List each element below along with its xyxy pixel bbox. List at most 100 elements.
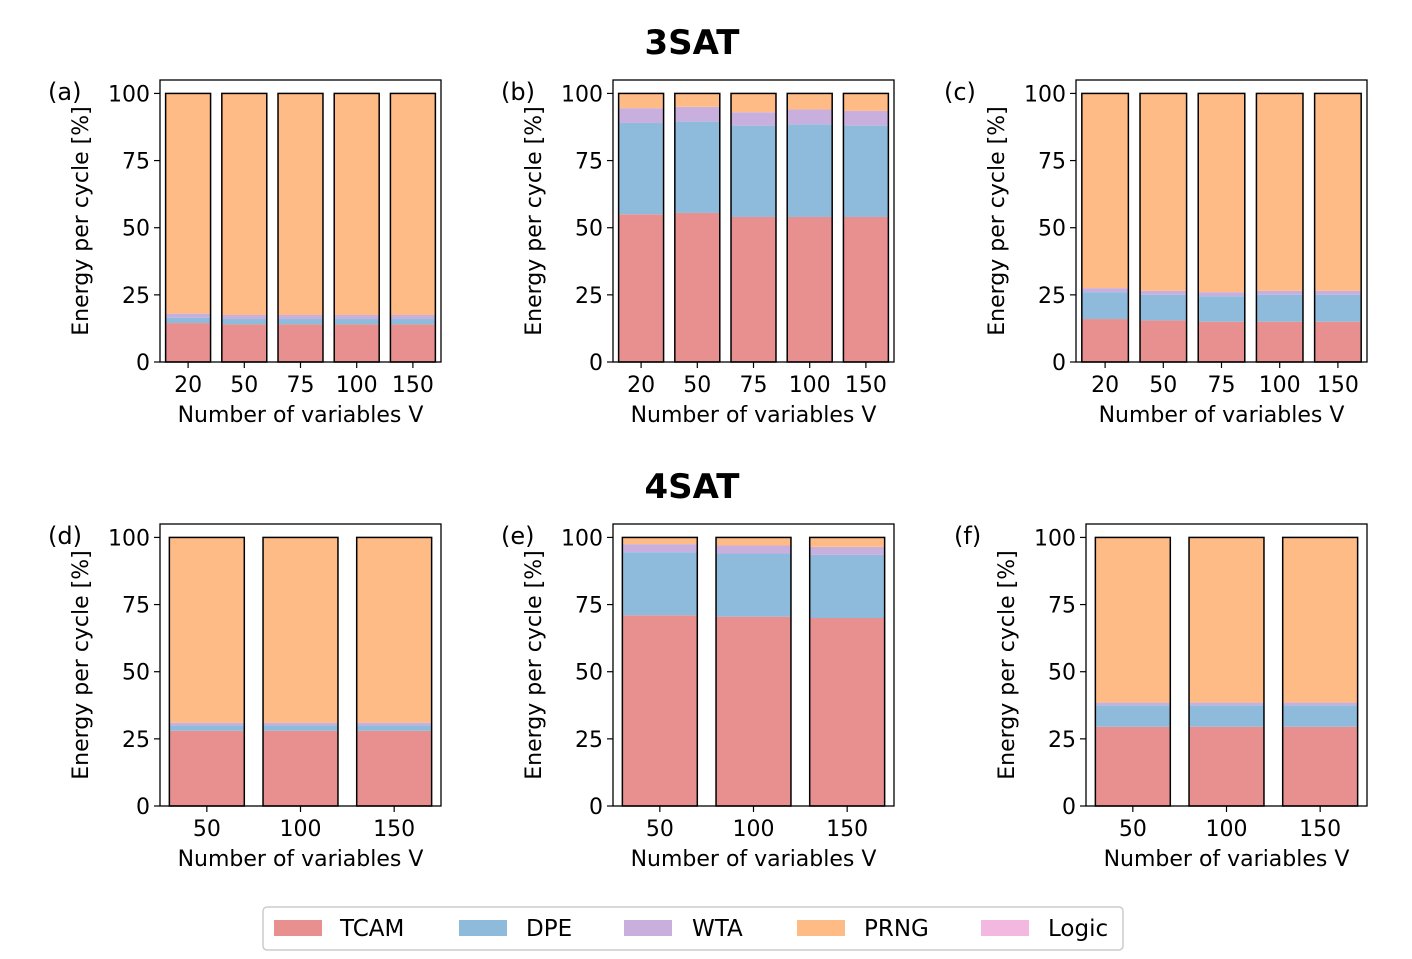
bar-segment-wta bbox=[1189, 702, 1264, 706]
bar-segment-dpe bbox=[221, 319, 267, 325]
y-tick-label: 0 bbox=[589, 351, 603, 376]
bar-segment-tcam bbox=[716, 616, 791, 806]
axes-frame bbox=[612, 523, 895, 807]
chart-panel-e: 50 100 150 0 25 50 75 100 Number of variables V E… bbox=[501, 522, 895, 872]
y-tick-label: 25 bbox=[575, 284, 603, 309]
bar-segment-wta bbox=[731, 112, 776, 126]
bar-segment-prng bbox=[731, 93, 776, 113]
axes-frame bbox=[1075, 79, 1368, 363]
bar-segment-dpe bbox=[716, 553, 791, 617]
y-tick-label: 0 bbox=[136, 351, 150, 376]
x-tick-label: 150 bbox=[1299, 817, 1341, 842]
bar-segment-tcam bbox=[1256, 321, 1303, 362]
bar-segment-wta bbox=[843, 110, 889, 126]
y-axis-label: Energy per cycle [%] bbox=[522, 550, 547, 779]
bar-segment-tcam bbox=[390, 324, 436, 362]
y-tick-label: 50 bbox=[1038, 217, 1066, 242]
bar-segment-tcam bbox=[731, 216, 776, 362]
bar-segment-tcam bbox=[165, 323, 211, 362]
bar-segment-dpe bbox=[1081, 292, 1129, 320]
y-tick-label: 100 bbox=[561, 82, 603, 107]
bar-segment-dpe bbox=[787, 124, 833, 217]
bar-segment-tcam bbox=[1081, 319, 1129, 362]
bar-segment-dpe bbox=[169, 725, 245, 731]
chart-panel-f: 50 100 150 0 25 50 75 100 Number of variables V E… bbox=[954, 522, 1368, 872]
bar-segment-tcam bbox=[1314, 321, 1362, 362]
legend-frame bbox=[262, 906, 1124, 951]
y-axis-label: Energy per cycle [%] bbox=[522, 106, 547, 335]
bar-segment-dpe bbox=[1198, 296, 1245, 322]
chart-panels: 20 50 75 100 150 0 25 50 75 100 Number of variable… bbox=[48, 78, 1368, 872]
x-tick-label: 100 bbox=[1259, 373, 1301, 398]
y-tick-label: 100 bbox=[561, 526, 603, 551]
x-tick-label: 50 bbox=[193, 817, 221, 842]
y-tick-label: 100 bbox=[108, 526, 150, 551]
x-tick-label: 75 bbox=[740, 373, 768, 398]
x-tick-label: 20 bbox=[1091, 373, 1119, 398]
bar-segment-wta bbox=[1282, 702, 1358, 706]
bar-segment-prng bbox=[787, 93, 833, 110]
axes-frame bbox=[1085, 523, 1368, 807]
bar-segment-wta bbox=[716, 545, 791, 554]
panel-label-b: (b) bbox=[501, 78, 535, 106]
bar-segment-wta bbox=[263, 722, 338, 726]
bar-segment-tcam bbox=[1198, 321, 1245, 362]
x-tick-label: 150 bbox=[373, 817, 415, 842]
bar-segment-prng bbox=[1140, 93, 1187, 291]
bar-segment-dpe bbox=[278, 319, 323, 325]
x-tick-label: 150 bbox=[845, 373, 887, 398]
bar-segment-dpe bbox=[165, 317, 211, 324]
y-tick-label: 50 bbox=[1048, 661, 1076, 686]
x-tick-label: 150 bbox=[392, 373, 434, 398]
legend-swatch-wta bbox=[624, 920, 672, 936]
axes-frame bbox=[612, 79, 895, 363]
bar-segment-dpe bbox=[674, 121, 720, 213]
bar-segment-dpe bbox=[1189, 705, 1264, 727]
bar-segment-tcam bbox=[622, 615, 698, 806]
legend-label-logic: Logic bbox=[1048, 916, 1108, 942]
bar-segment-dpe bbox=[618, 122, 664, 215]
y-tick-label: 0 bbox=[1052, 351, 1066, 376]
bar-segment-tcam bbox=[674, 212, 720, 362]
y-tick-label: 50 bbox=[122, 661, 150, 686]
bar-segment-dpe bbox=[1314, 294, 1362, 322]
y-tick-label: 25 bbox=[122, 728, 150, 753]
bar-segment-dpe bbox=[843, 125, 889, 217]
y-axis-label: Energy per cycle [%] bbox=[69, 106, 94, 335]
x-tick-label: 75 bbox=[287, 373, 315, 398]
bar-segment-prng bbox=[843, 93, 889, 111]
y-tick-label: 100 bbox=[1034, 526, 1076, 551]
section-title-4sat: 4SAT bbox=[644, 467, 740, 507]
bar-segment-tcam bbox=[1140, 320, 1187, 362]
section-title-3sat: 3SAT bbox=[644, 23, 740, 63]
chart-panel-c: 20 50 75 100 150 0 25 50 75 100 Number of variable… bbox=[944, 78, 1368, 428]
bar-segment-tcam bbox=[356, 730, 432, 806]
y-tick-label: 50 bbox=[122, 217, 150, 242]
bar-segment-dpe bbox=[390, 319, 436, 325]
x-tick-label: 75 bbox=[1208, 373, 1236, 398]
x-tick-label: 100 bbox=[336, 373, 378, 398]
legend-label-tcam: TCAM bbox=[339, 916, 404, 942]
x-tick-label: 50 bbox=[683, 373, 711, 398]
bar-segment-tcam bbox=[787, 216, 833, 362]
bar-segment-dpe bbox=[334, 319, 380, 325]
y-tick-label: 75 bbox=[122, 150, 150, 175]
y-tick-label: 25 bbox=[1038, 284, 1066, 309]
bar-segment-tcam bbox=[843, 216, 889, 362]
x-axis-label: Number of variables V bbox=[178, 403, 424, 428]
axes-frame bbox=[159, 523, 442, 807]
y-tick-label: 0 bbox=[136, 795, 150, 820]
y-axis-label: Energy per cycle [%] bbox=[69, 550, 94, 779]
y-tick-label: 50 bbox=[575, 217, 603, 242]
chart-panel-d: 50 100 150 0 25 50 75 100 Number of variables V E… bbox=[48, 522, 442, 872]
y-tick-label: 25 bbox=[575, 728, 603, 753]
bar-segment-prng bbox=[1256, 93, 1303, 291]
x-axis-label: Number of variables V bbox=[1099, 403, 1345, 428]
y-axis-label: Energy per cycle [%] bbox=[985, 106, 1010, 335]
y-tick-label: 100 bbox=[1024, 82, 1066, 107]
y-tick-label: 75 bbox=[575, 594, 603, 619]
legend-label-dpe: DPE bbox=[526, 916, 572, 942]
bar-segment-wta bbox=[1095, 702, 1171, 706]
x-tick-label: 100 bbox=[280, 817, 322, 842]
